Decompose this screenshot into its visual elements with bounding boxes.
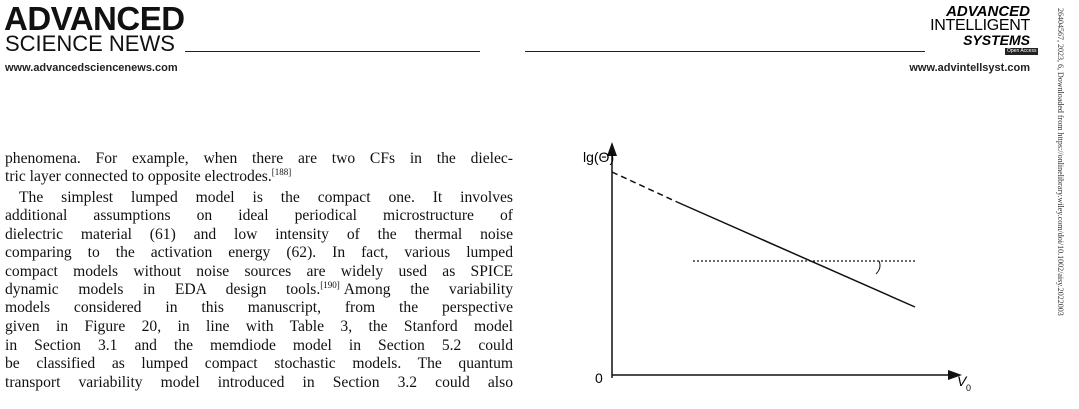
rule <box>525 51 925 52</box>
figure: lg(Θ) 0 V 0 <box>583 142 971 393</box>
text-line: comparing to the activation energy (62).… <box>5 244 513 262</box>
logo-science-news: SCIENCE NEWS <box>5 31 175 56</box>
text-line: dynamic models in EDA design tools.[190]… <box>5 281 513 299</box>
citation: [190] <box>320 280 340 290</box>
logo-advanced: ADVANCED <box>946 3 1030 20</box>
text-line: dielectric material (61) and low intensi… <box>5 226 513 244</box>
text: in Section 3.1 and the memdiode model in… <box>5 337 513 354</box>
text: compact models without noise sources are… <box>5 263 513 280</box>
logo-systems: SYSTEMS <box>963 32 1030 48</box>
text: phenomena. For example, when there are t… <box>5 150 513 167</box>
solid-line <box>676 201 916 308</box>
y-arrow <box>607 142 617 156</box>
dashed-line <box>611 171 678 203</box>
text: tric layer connected to opposite electro… <box>5 168 272 185</box>
side-note: 26404567, 2023, 6, Downloaded from https… <box>1056 8 1065 316</box>
logo-advanced: ADVANCED <box>4 0 185 37</box>
y-label: lg(Θ) <box>583 149 614 165</box>
text: additional assumptions on ideal periodic… <box>5 207 513 224</box>
text: models considered in this manuscript, fr… <box>5 299 513 316</box>
text: The simplest lumped model is the compact… <box>19 189 513 206</box>
text: given in Figure 20, in line with Table 3… <box>5 318 513 335</box>
logo-intelligent: INTELLIGENT <box>930 17 1030 34</box>
text-line: tric layer connected to opposite electro… <box>5 168 513 186</box>
open-access-badge: Open Access <box>1005 48 1039 55</box>
x-label: V <box>957 373 968 389</box>
origin-label: 0 <box>595 370 603 386</box>
text: transport variability model introduced i… <box>5 374 513 391</box>
text-line: compact models without noise sources are… <box>5 263 513 281</box>
angle-arc <box>875 260 881 275</box>
text-line: models considered in this manuscript, fr… <box>5 299 513 317</box>
text: dielectric material (61) and low intensi… <box>5 226 513 243</box>
rule <box>185 51 480 52</box>
left-url: www.advancedsciencenews.com <box>5 62 178 74</box>
text-line: additional assumptions on ideal periodic… <box>5 207 513 225</box>
text: comparing to the activation energy (62).… <box>5 244 513 261</box>
text-line: given in Figure 20, in line with Table 3… <box>5 318 513 336</box>
x-label-sub: 0 <box>966 383 971 393</box>
text-line: The simplest lumped model is the compact… <box>5 189 513 207</box>
right-url: www.advintellsyst.com <box>909 62 1030 74</box>
text-line: be classified as lumped compact stochast… <box>5 355 513 373</box>
x-arrow <box>948 370 962 380</box>
text: dynamic models in EDA design tools. <box>5 281 321 298</box>
text: Among the variability <box>343 281 513 298</box>
text-line: phenomena. For example, when there are t… <box>5 150 513 168</box>
text-line: in Section 3.1 and the memdiode model in… <box>5 337 513 355</box>
citation: [188] <box>271 167 292 177</box>
text: be classified as lumped compact stochast… <box>5 355 513 372</box>
text-line: transport variability model introduced i… <box>5 374 513 392</box>
